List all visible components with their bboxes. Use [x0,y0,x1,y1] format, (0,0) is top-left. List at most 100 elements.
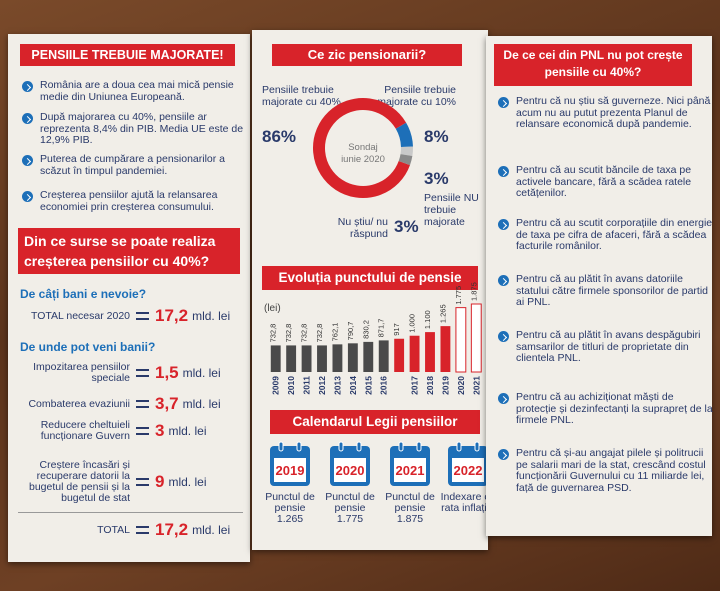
source-row: Creștere încasări și recuperare datorii … [18,460,243,504]
row-label: Combaterea evaziunii [28,397,130,410]
x-tick-label: 2015 [363,376,373,395]
calendar-ring [398,441,404,452]
calendar-title: Calendarul Legii pensiilor [270,410,480,434]
bullet: România are a doua cea mai mică pensie m… [20,79,250,103]
right-title: De ce cei din PNL nu pot crește pensiile… [494,44,692,86]
bullet: Pentru că au scutit băncile de taxa pe a… [496,164,716,200]
calendar-ring [278,441,284,452]
row-unit: mld. lei [192,523,231,537]
calendar-ring [416,441,422,452]
bar [394,338,405,372]
slice-label: Pensiile trebuie majorate cu 10% [377,84,456,108]
row-value: 3,7 [155,394,179,413]
value-label: 732,8 [284,324,293,343]
row-value: 1,5 [155,363,179,382]
bar [317,345,327,372]
left-title: PENSIILE TREBUIE MAJORATE! [20,44,235,66]
survey-title: Ce zic pensionarii? [272,44,462,66]
row-unit: mld. lei [182,366,221,380]
slice-value: 8% [424,127,449,146]
need-row: TOTAL necesar 2020 17,2 mld. lei [18,306,243,326]
bullet: Pentru că și-au angajat pilele și politr… [496,447,716,494]
x-tick-label: 2011 [302,376,312,395]
x-tick-label: 2019 [440,376,450,395]
bullet: Pentru că au plătit în avans datoriile s… [496,273,716,309]
bar [425,332,435,372]
calendar-year: 2021 [396,463,425,478]
bullet: Creșterea pensiilor ajută la relansarea … [20,189,250,213]
donut-slice [400,146,413,156]
x-tick-label: 2010 [286,376,296,395]
equals [136,526,149,534]
donut-slice [313,98,410,198]
calendar-ring [296,441,302,452]
bullet: Pentru că au scutit corporațiile din ene… [496,217,716,253]
bar [470,303,482,373]
x-tick-label: 2017 [410,376,420,395]
bullet: Pentru că au achiziționat măști de prote… [496,391,716,427]
left-heading: Din ce surse se poate realiza creșterea … [18,228,240,274]
equals [136,400,149,408]
value-label: 917 [392,323,401,336]
value-label: 732,8 [300,324,309,343]
row-unit: mld. lei [192,309,231,323]
slice-label: Pensiile NU trebuie majorate [424,192,479,228]
calendar-ring [356,441,362,452]
divider [18,512,243,513]
equals [136,478,149,486]
bullet: Pentru că nu știu să guverneze. Nici pân… [496,95,716,131]
survey-center: Sondaj iunie 2020 [341,142,385,165]
value-label: 1.775 [454,286,463,305]
slice-label: Pensiile trebuie majorate cu 40% [262,84,341,108]
row-label: Reducere cheltuieli funcționare Guvern [40,419,130,442]
source-row: Impozitarea pensiilor speciale 1,5 mld. le… [18,362,243,384]
value-label: 732,8 [315,324,324,343]
equals [136,312,149,320]
x-tick-label: 2021 [471,376,481,395]
equals [136,427,149,435]
x-tick-label: 2013 [332,376,342,395]
source-row: Combaterea evaziunii 3,7 mld. lei [18,394,243,414]
row-label: TOTAL necesar 2020 [30,309,130,322]
row-value: 3 [155,421,165,440]
bar [378,340,389,372]
row-value: 9 [155,472,165,491]
bar [363,341,374,372]
bar [332,344,343,372]
calendar-year: 2019 [276,463,305,478]
donut-slice [398,153,413,166]
x-tick-label: 2014 [348,376,358,395]
bullet: După majorarea cu 40%, pensiile ar repre… [20,111,250,147]
bar [440,326,451,372]
bar [286,345,297,372]
total-row: TOTAL 17,2 mld. lei [18,520,243,540]
calendar-text: Indexare cu rata inflației [440,491,496,514]
value-label: 790,7 [346,322,355,341]
row-unit: mld. lei [182,397,221,411]
value-label: 1.265 [438,304,447,323]
value-label: 830,2 [361,320,370,339]
bullet: Puterea de cumpărare a pensionarilor a s… [20,153,250,177]
value-label: 762,1 [330,323,339,342]
bar [347,343,358,372]
bullet: Pentru că au plătit în avans despăgubiri… [496,329,716,365]
row-label: TOTAL [97,523,130,536]
row-label: Creștere încasări și recuperare datorii … [29,459,130,504]
source-row: Reducere cheltuieli funcționare Guvern 3 m… [18,420,243,442]
value-label: 1.875 [469,282,478,301]
equals [136,369,149,377]
value-label: 871,7 [377,319,386,338]
x-tick-label: 2018 [425,376,435,395]
calendar-ring [338,441,344,452]
chart-title: Evoluția punctului de pensie [262,266,478,290]
row-unit: mld. lei [168,424,207,438]
calendar-face [452,458,484,482]
calendar-text: Punctul de pensie 1.775 [325,491,375,525]
x-tick-label: 2012 [317,376,327,395]
x-tick-label: 2016 [379,376,389,395]
row-value: 17,2 [155,306,189,325]
value-label: 1.100 [423,310,432,329]
value-label: 1.000 [408,314,417,333]
